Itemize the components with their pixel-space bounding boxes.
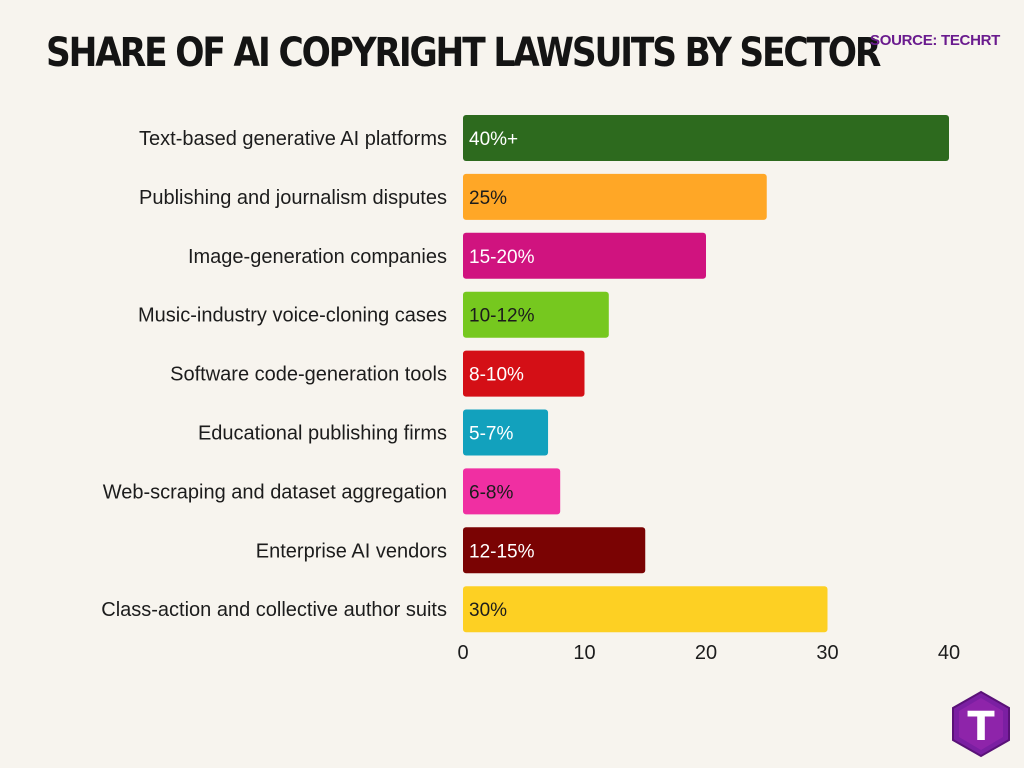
category-label: Educational publishing firms (198, 423, 447, 445)
category-label: Class-action and collective author suits (101, 599, 447, 621)
category-label: Software code-generation tools (170, 364, 447, 386)
category-label: Image-generation companies (188, 246, 447, 268)
techrt-logo-icon: T (952, 690, 1010, 758)
bar-value-label: 8-10% (469, 365, 524, 386)
category-label: Publishing and journalism disputes (139, 187, 447, 209)
bar (463, 468, 561, 515)
bar (463, 527, 646, 574)
x-tick-label: 30 (816, 642, 838, 664)
x-tick-label: 0 (457, 642, 468, 664)
category-label: Text-based generative AI platforms (139, 128, 447, 150)
bar-value-label: 10-12% (469, 306, 535, 327)
x-tick-label: 40 (938, 642, 960, 664)
category-label: Enterprise AI vendors (256, 540, 447, 562)
bar (463, 232, 706, 279)
bar-value-label: 15-20% (469, 247, 535, 268)
logo-letter: T (967, 704, 995, 750)
bar-value-label: 6-8% (469, 482, 513, 503)
chart-title: SHARE OF AI COPYRIGHT LAWSUITS BY SECTOR (46, 30, 881, 76)
source-label: SOURCE: TECHRT (870, 32, 1000, 49)
bar-value-label: 12-15% (469, 541, 535, 562)
bar (463, 291, 609, 338)
bar-value-label: 30% (469, 600, 507, 621)
bar-value-label: 25% (469, 188, 507, 209)
bar (463, 409, 549, 456)
category-label: Web-scraping and dataset aggregation (103, 481, 447, 503)
category-label: Music-industry voice-cloning cases (138, 305, 447, 327)
bar (463, 586, 828, 633)
x-tick-label: 20 (695, 642, 717, 664)
bar-value-label: 40%+ (469, 129, 518, 150)
bar (463, 115, 949, 161)
x-tick-label: 10 (573, 642, 595, 664)
bar (463, 350, 585, 397)
bar (463, 173, 767, 220)
bar-value-label: 5-7% (469, 424, 513, 445)
